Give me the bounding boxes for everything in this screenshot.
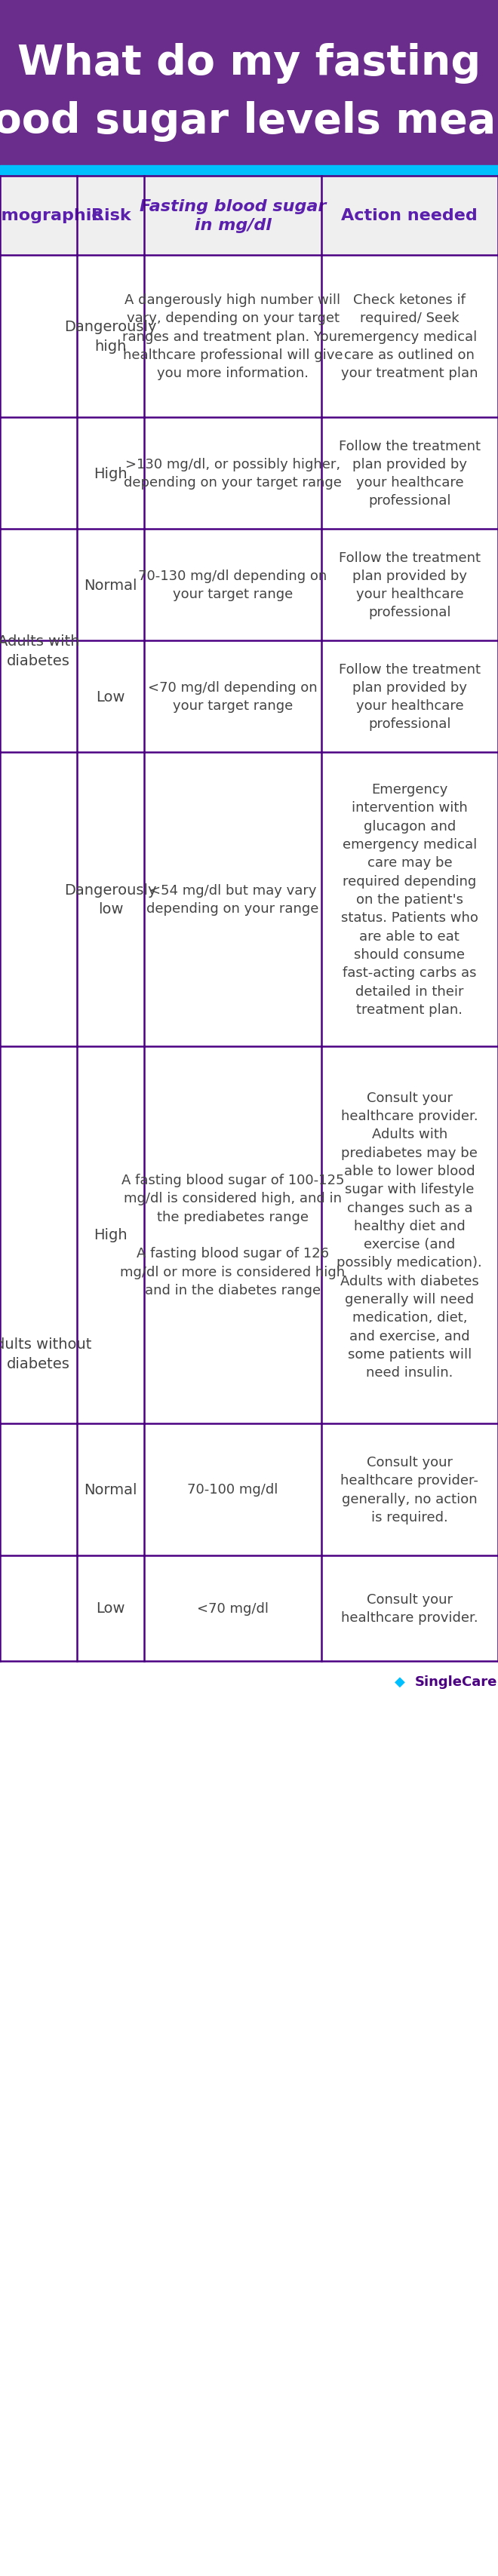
Bar	[0, 1556, 498, 1662]
Bar	[0, 0, 498, 165]
Text: Follow the treatment
plan provided by
your healthcare
professional: Follow the treatment plan provided by yo…	[339, 440, 481, 507]
Text: Adults without
diabetes: Adults without diabetes	[0, 1337, 92, 1370]
Bar	[0, 752, 498, 1046]
Bar	[0, 1425, 498, 1556]
Text: Low: Low	[96, 1602, 125, 1615]
Bar	[0, 165, 498, 178]
Text: ◆: ◆	[395, 1674, 405, 1687]
Bar	[0, 641, 498, 752]
Text: Normal: Normal	[84, 577, 137, 592]
Text: Check ketones if
required/ Seek
emergency medical
care as outlined on
your treat: Check ketones if required/ Seek emergenc…	[341, 294, 478, 381]
Text: Consult your
healthcare provider-
generally, no action
is required.: Consult your healthcare provider- genera…	[341, 1455, 479, 1525]
Text: High: High	[94, 1229, 127, 1242]
Text: Follow the treatment
plan provided by
your healthcare
professional: Follow the treatment plan provided by yo…	[339, 662, 481, 732]
Text: Demographic: Demographic	[0, 209, 102, 224]
Text: 70-130 mg/dl depending on
your target range: 70-130 mg/dl depending on your target ra…	[138, 569, 327, 600]
Text: Consult your
healthcare provider.
Adults with
prediabetes may be
able to lower b: Consult your healthcare provider. Adults…	[337, 1092, 483, 1378]
Text: >130 mg/dl, or possibly higher,
depending on your target range: >130 mg/dl, or possibly higher, dependin…	[124, 459, 342, 489]
Bar	[0, 1662, 498, 2576]
Bar	[0, 178, 498, 255]
Text: Low: Low	[96, 690, 125, 703]
Text: Consult your
healthcare provider.: Consult your healthcare provider.	[341, 1592, 478, 1625]
Text: Action needed: Action needed	[342, 209, 478, 224]
Text: 70-100 mg/dl: 70-100 mg/dl	[187, 1484, 278, 1497]
Text: A dangerously high number will
vary, depending on your target
ranges and treatme: A dangerously high number will vary, dep…	[123, 294, 343, 381]
Text: What do my fasting: What do my fasting	[17, 44, 481, 82]
Text: Dangerously
high: Dangerously high	[65, 319, 157, 353]
Bar	[0, 255, 498, 417]
Text: SingleCare: SingleCare	[415, 1674, 498, 1687]
Text: Adults with
diabetes: Adults with diabetes	[0, 634, 80, 667]
Text: blood sugar levels mean?: blood sugar levels mean?	[0, 100, 498, 142]
Text: <54 mg/dl but may vary
depending on your range: <54 mg/dl but may vary depending on your…	[146, 884, 319, 914]
Text: Dangerously
low: Dangerously low	[65, 884, 157, 917]
Text: Normal: Normal	[84, 1484, 137, 1497]
Text: <70 mg/dl: <70 mg/dl	[197, 1602, 268, 1615]
Text: Emergency
intervention with
glucagon and
emergency medical
care may be
required : Emergency intervention with glucagon and…	[341, 783, 478, 1018]
Text: High: High	[94, 466, 127, 482]
Text: Follow the treatment
plan provided by
your healthcare
professional: Follow the treatment plan provided by yo…	[339, 551, 481, 618]
Text: A fasting blood sugar of 100-125
mg/dl is considered high, and in
the prediabete: A fasting blood sugar of 100-125 mg/dl i…	[121, 1175, 345, 1296]
Bar	[0, 531, 498, 641]
Text: <70 mg/dl depending on
your target range: <70 mg/dl depending on your target range	[148, 680, 318, 714]
Bar	[0, 417, 498, 531]
Text: Fasting blood sugar
in mg/dl: Fasting blood sugar in mg/dl	[139, 198, 326, 232]
Text: Risk: Risk	[91, 209, 130, 224]
Bar	[0, 1046, 498, 1425]
